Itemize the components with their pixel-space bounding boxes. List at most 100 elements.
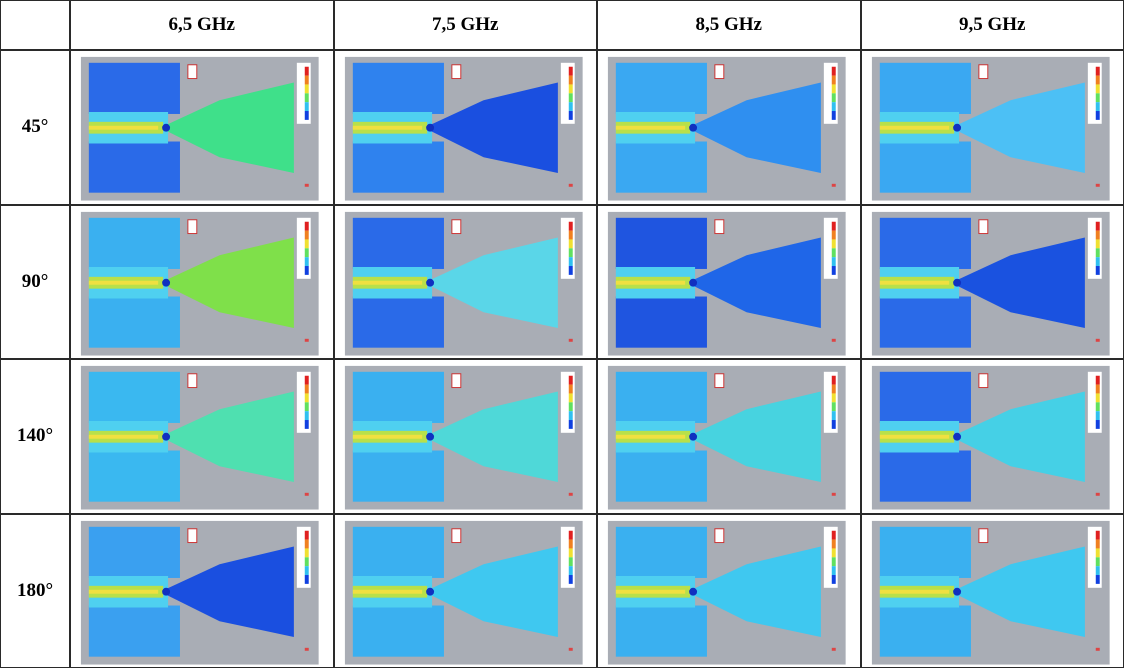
upper-block	[352, 62, 444, 114]
colorbar-step	[568, 420, 573, 429]
axis-marker	[304, 492, 309, 496]
colorbar-step	[568, 84, 573, 94]
axis-marker	[831, 647, 836, 651]
colorbar-step	[568, 230, 573, 239]
colorbar-step	[831, 547, 836, 557]
lower-block	[88, 605, 180, 657]
field-plot-cell	[861, 205, 1123, 358]
upper-block	[352, 371, 444, 423]
lower-block	[615, 141, 707, 193]
axis-icon	[187, 64, 198, 80]
cone	[687, 82, 821, 173]
colorbar-step	[568, 411, 573, 421]
feed-core	[879, 280, 949, 285]
colorbar-step	[831, 102, 836, 112]
colorbar-step	[304, 547, 309, 557]
colorbar-step	[1095, 402, 1100, 412]
feed-point	[952, 123, 961, 132]
upper-block	[879, 371, 971, 423]
upper-block	[879, 526, 971, 578]
colorbar-step	[568, 247, 573, 257]
colorbar-step	[1095, 84, 1100, 94]
colorbar-step	[1095, 565, 1100, 575]
feed-core	[88, 125, 159, 130]
axis-icon	[450, 64, 461, 80]
feed-core	[615, 434, 686, 439]
colorbar-step	[1095, 66, 1100, 76]
upper-block	[615, 526, 707, 578]
feed-point	[952, 587, 961, 596]
axis-icon	[187, 373, 198, 389]
feed-core	[352, 434, 422, 439]
feed-core	[615, 280, 686, 285]
cone	[687, 236, 821, 328]
cone	[423, 545, 558, 637]
field-plot	[344, 56, 583, 201]
axis-marker	[304, 338, 309, 342]
axis-icon	[714, 527, 725, 543]
upper-block	[879, 62, 971, 114]
feed-core	[352, 589, 422, 594]
field-plot	[607, 520, 846, 665]
feed-point	[952, 432, 961, 441]
feed-point	[952, 278, 961, 287]
column-header: 9,5 GHz	[861, 1, 1123, 49]
field-plot	[871, 365, 1110, 510]
colorbar-step	[831, 265, 836, 275]
lower-block	[615, 605, 707, 657]
colorbar-step	[831, 111, 836, 120]
colorbar-step	[1095, 539, 1100, 548]
colorbar-step	[1095, 393, 1100, 403]
colorbar-step	[568, 393, 573, 403]
colorbar-step	[1095, 411, 1100, 421]
colorbar-step	[831, 230, 836, 239]
lower-block	[352, 605, 444, 657]
colorbar-step	[831, 574, 836, 584]
colorbar-step	[1095, 75, 1100, 85]
axis-icon	[714, 218, 725, 234]
colorbar-step	[1095, 230, 1100, 239]
colorbar-step	[568, 75, 573, 85]
axis-icon	[977, 218, 988, 234]
colorbar-step	[568, 66, 573, 76]
field-plot	[871, 211, 1110, 356]
upper-block	[88, 526, 180, 578]
lower-block	[879, 141, 971, 193]
axis-icon	[187, 527, 198, 543]
colorbar-step	[1095, 256, 1100, 266]
feed-point	[689, 587, 698, 596]
colorbar-step	[304, 265, 309, 275]
feed-core	[879, 434, 949, 439]
colorbar-step	[1095, 574, 1100, 584]
feed-core	[879, 125, 949, 130]
upper-block	[879, 217, 971, 269]
field-plot-cell	[598, 360, 860, 513]
row-label: 180°	[1, 514, 69, 667]
cone	[687, 545, 821, 637]
colorbar-step	[304, 230, 309, 239]
lower-block	[615, 450, 707, 502]
field-plot-cell	[71, 51, 333, 204]
colorbar-step	[1095, 547, 1100, 557]
lower-block	[615, 296, 707, 348]
colorbar-step	[568, 265, 573, 275]
colorbar-step	[304, 221, 309, 231]
axis-marker	[568, 647, 573, 651]
field-plot	[80, 520, 319, 665]
colorbar-step	[831, 238, 836, 248]
colorbar-step	[304, 256, 309, 266]
colorbar-step	[831, 247, 836, 257]
axis-marker	[304, 647, 309, 651]
feed-point	[162, 587, 171, 596]
field-plot-cell	[71, 360, 333, 513]
feed-point	[689, 278, 698, 287]
axis-icon	[187, 218, 198, 234]
lower-block	[879, 450, 971, 502]
field-plot	[871, 56, 1110, 201]
cone	[160, 236, 294, 328]
axis-marker	[831, 338, 836, 342]
colorbar-step	[831, 411, 836, 421]
lower-block	[352, 296, 444, 348]
colorbar-step	[568, 111, 573, 120]
